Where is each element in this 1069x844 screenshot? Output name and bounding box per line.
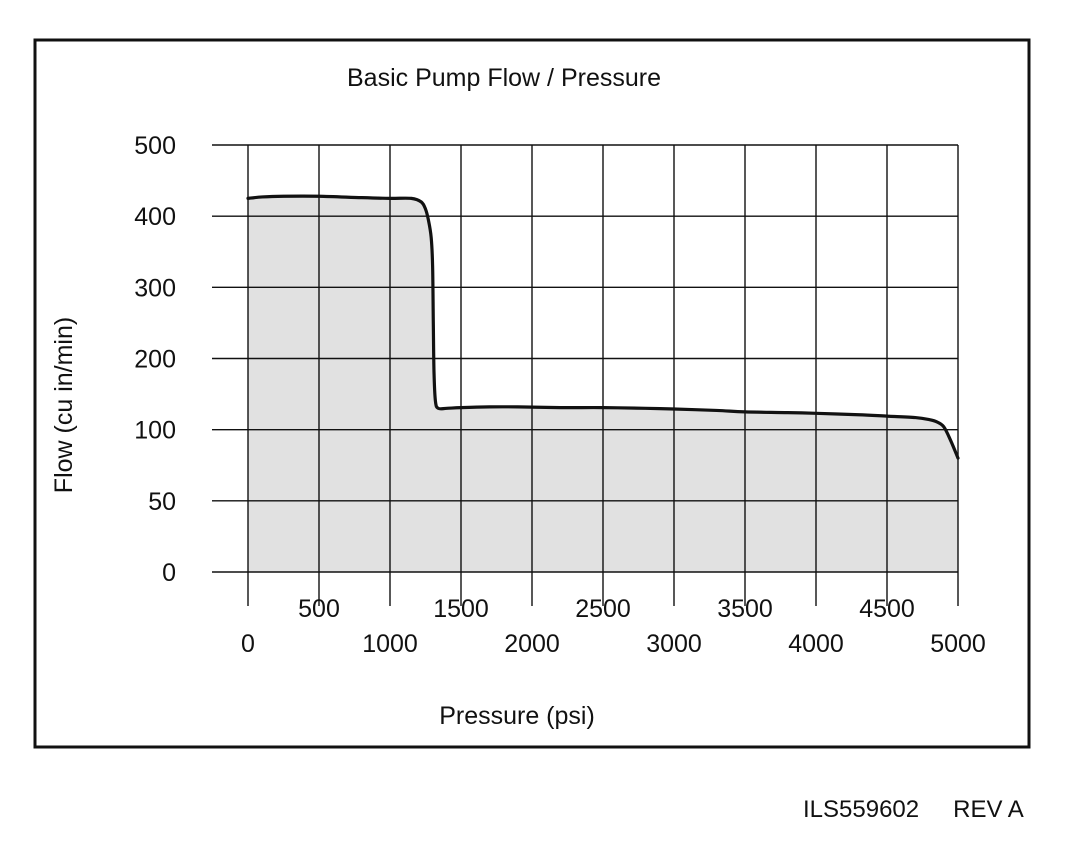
y-tick-label: 500	[134, 132, 176, 160]
x-tick-label-lower: 5000	[930, 630, 986, 658]
flow-area-fill	[248, 196, 958, 572]
x-tick-label-lower: 4000	[788, 630, 844, 658]
x-tick-label-lower: 2000	[504, 630, 560, 658]
flow-curve-line	[246, 194, 960, 460]
x-tick-label-lower: 1000	[362, 630, 418, 658]
y-tick-label: 50	[148, 488, 176, 516]
x-tick-label-upper: 500	[298, 595, 340, 623]
x-tick-label-lower: 0	[241, 630, 255, 658]
x-tick-label-upper: 3500	[717, 595, 773, 623]
x-tick-label-upper: 1500	[433, 595, 489, 623]
y-axis-label: Flow (cu in/min)	[50, 317, 78, 493]
figure-id-code: ILS559602	[803, 796, 920, 823]
y-tick-label: 200	[134, 346, 176, 374]
x-tick-label-lower: 3000	[646, 630, 702, 658]
y-tick-label: 100	[134, 417, 176, 445]
chart-title: Basic Pump Flow / Pressure	[347, 64, 661, 92]
x-tick-label-upper: 2500	[575, 595, 631, 623]
x-axis-label: Pressure (psi)	[439, 702, 595, 730]
y-tick-label: 400	[134, 203, 176, 231]
y-tick-label: 300	[134, 274, 176, 302]
figure-id: ILS559602 REV A	[803, 796, 1024, 824]
chart-frame	[33, 38, 1031, 749]
figure-revision: REV A	[953, 796, 1024, 823]
y-tick-label: 0	[162, 559, 176, 587]
x-tick-label-upper: 4500	[859, 595, 915, 623]
plot-area: 0 50 100 200 300 400 500 500 1500 2500 3500 4500 0 10…	[134, 132, 986, 658]
